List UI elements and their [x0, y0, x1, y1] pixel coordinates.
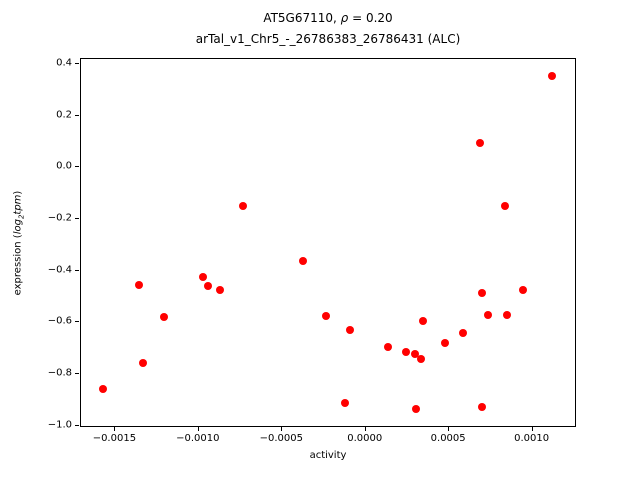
y-tick-mark: [75, 269, 79, 271]
y-axis-label-log: log2tpm: [12, 194, 26, 234]
chart-title-gene: AT5G67110,: [263, 11, 341, 25]
x-axis-label: activity: [309, 450, 347, 461]
data-point: [345, 326, 354, 335]
data-point: [215, 286, 224, 295]
data-point: [440, 339, 449, 348]
y-tick-label: −0.6: [47, 315, 72, 327]
data-point: [417, 354, 426, 363]
x-tick-mark: [364, 427, 366, 431]
data-point: [519, 286, 528, 295]
x-tick-label: 0.0000: [347, 433, 383, 444]
data-point: [500, 202, 509, 211]
data-point: [160, 313, 169, 322]
data-point: [298, 256, 307, 265]
y-tick-mark: [75, 62, 79, 64]
y-tick-mark: [75, 114, 79, 116]
y-tick-mark: [75, 166, 79, 168]
data-point: [198, 273, 207, 282]
x-tick-mark: [197, 427, 199, 431]
y-axis-label-close: ): [12, 190, 24, 195]
x-tick-label: 0.0010: [514, 433, 550, 444]
y-tick-label: −0.2: [47, 212, 72, 224]
data-point: [419, 317, 428, 326]
y-tick-mark: [75, 373, 79, 375]
data-point: [98, 384, 107, 393]
y-tick-label: 0.4: [56, 57, 72, 69]
data-point: [410, 349, 419, 358]
x-tick-mark: [114, 427, 116, 431]
y-axis-label-prefix: expression (: [12, 233, 24, 295]
y-tick-mark: [75, 424, 79, 426]
x-tick-mark: [531, 427, 533, 431]
y-tick-label: −1.0: [47, 419, 72, 431]
chart-title-rho-symbol: ρ: [340, 11, 349, 25]
y-tick-mark: [75, 321, 79, 323]
chart-title-rho-value: = 0.20: [348, 11, 393, 25]
x-tick-mark: [448, 427, 450, 431]
y-tick-label: 0.2: [56, 109, 72, 121]
chart-title-block: AT5G67110, ρ = 0.20 arTal_v1_Chr5_-_2678…: [80, 8, 576, 50]
data-point: [138, 358, 147, 367]
chart-title: AT5G67110, ρ = 0.20: [80, 8, 576, 29]
data-point: [475, 138, 484, 147]
x-tick-label: −0.0010: [176, 433, 220, 444]
chart-subtitle: arTal_v1_Chr5_-_26786383_26786431 (ALC): [195, 32, 461, 46]
data-point: [484, 310, 493, 319]
y-tick-mark: [75, 217, 79, 219]
y-axis-label: expression (log2tpm): [13, 190, 26, 295]
plot-area: activity expression (log2tpm) −0.0015 −0.…: [13, 57, 576, 461]
data-point: [547, 71, 556, 80]
x-tick-label: −0.0005: [259, 433, 303, 444]
y-tick-label: −0.8: [47, 367, 72, 379]
x-tick-mark: [281, 427, 283, 431]
data-point: [238, 202, 247, 211]
data-point: [203, 282, 212, 291]
y-tick-label: −0.4: [47, 264, 72, 276]
data-point: [502, 310, 511, 319]
x-tick-label: −0.0015: [92, 433, 137, 444]
x-tick-label: 0.0005: [430, 433, 466, 444]
data-point: [384, 343, 393, 352]
data-point: [477, 288, 486, 297]
data-point: [340, 398, 349, 407]
y-tick-label: 0.0: [56, 160, 72, 172]
data-point: [322, 312, 331, 321]
data-point: [459, 328, 468, 337]
data-point: [135, 281, 144, 290]
data-point: [477, 402, 486, 411]
data-point: [402, 348, 411, 357]
data-point: [412, 405, 421, 414]
